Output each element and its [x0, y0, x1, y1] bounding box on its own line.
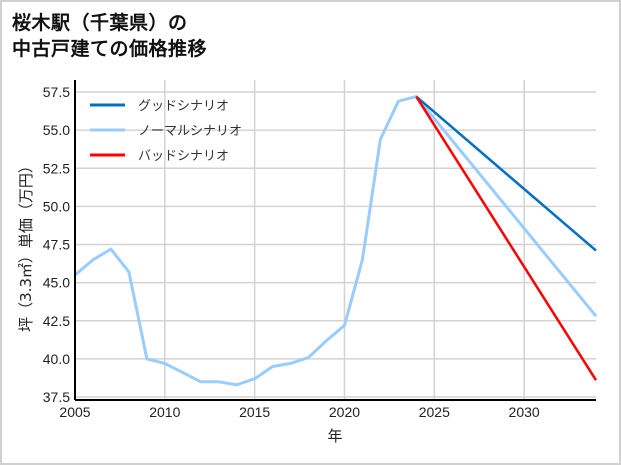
x-tick-label: 2010 — [149, 404, 180, 420]
chart-title-line2: 中古戸建ての価格推移 — [12, 38, 208, 60]
chart-title: 桜木駅（千葉県）の 中古戸建ての価格推移 — [12, 10, 207, 62]
y-tick-label: 47.5 — [43, 237, 70, 253]
x-axis-label: 年 — [327, 427, 342, 445]
y-axis-label: 坪（3.3㎡）単価（万円） — [17, 158, 35, 332]
legend-label: ノーマルシナリオ — [138, 124, 242, 139]
y-tick-label: 52.5 — [43, 160, 70, 176]
x-tick-label: 2005 — [59, 404, 90, 420]
y-tick-label: 57.5 — [43, 84, 70, 100]
legend-label: グッドシナリオ — [138, 99, 229, 114]
series-line-1 — [74, 95, 598, 387]
chart-title-line1: 桜木駅（千葉県）の — [12, 12, 188, 34]
y-tick-label: 40.0 — [43, 351, 70, 367]
x-tick-label: 2025 — [419, 404, 450, 420]
x-tick-label: 2015 — [239, 404, 270, 420]
y-tick-label: 42.5 — [43, 313, 70, 329]
x-tick-label: 2020 — [329, 404, 360, 420]
series-line-0 — [415, 95, 597, 252]
y-tick-label: 55.0 — [43, 122, 70, 138]
y-tick-label: 45.0 — [43, 275, 70, 291]
y-tick-label: 50.0 — [43, 198, 70, 214]
x-tick-label: 2030 — [509, 404, 540, 420]
y-tick-label: 37.5 — [43, 389, 70, 405]
legend-label: バッドシナリオ — [138, 149, 229, 164]
series-line-2 — [415, 95, 598, 381]
